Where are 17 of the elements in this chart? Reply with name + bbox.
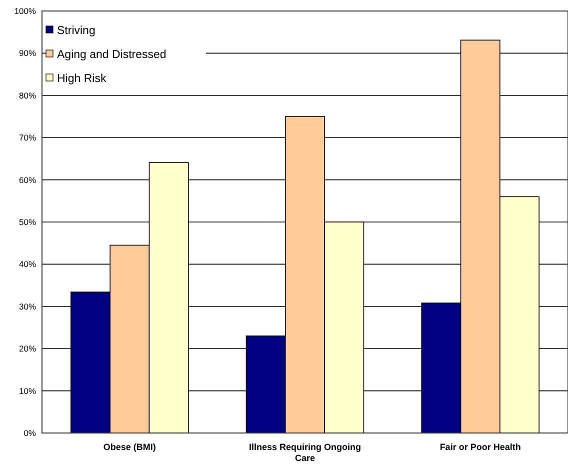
y-tick-label: 10% [18,386,36,396]
y-tick-label: 20% [18,344,36,354]
legend-label: High Risk [57,73,106,86]
y-tick-label: 80% [18,90,36,100]
y-tick-label: 100% [14,6,36,16]
y-tick-label: 90% [18,48,36,58]
y-tick-label: 70% [18,132,36,143]
x-tick-label: Obese (BMI) [103,442,156,452]
y-tick-label: 40% [18,259,36,270]
legend-label: Striving [57,25,96,38]
y-tick-label: 30% [18,301,36,312]
x-tick-label: Fair or Poor Health [440,442,521,452]
y-tick-label: 60% [18,174,36,185]
x-tick-label: Illness Requiring Ongoing Care [248,442,362,463]
legend-label: Aging and Distressed [57,49,166,62]
y-tick-label: 0% [24,428,36,438]
y-tick-label: 50% [18,216,36,227]
